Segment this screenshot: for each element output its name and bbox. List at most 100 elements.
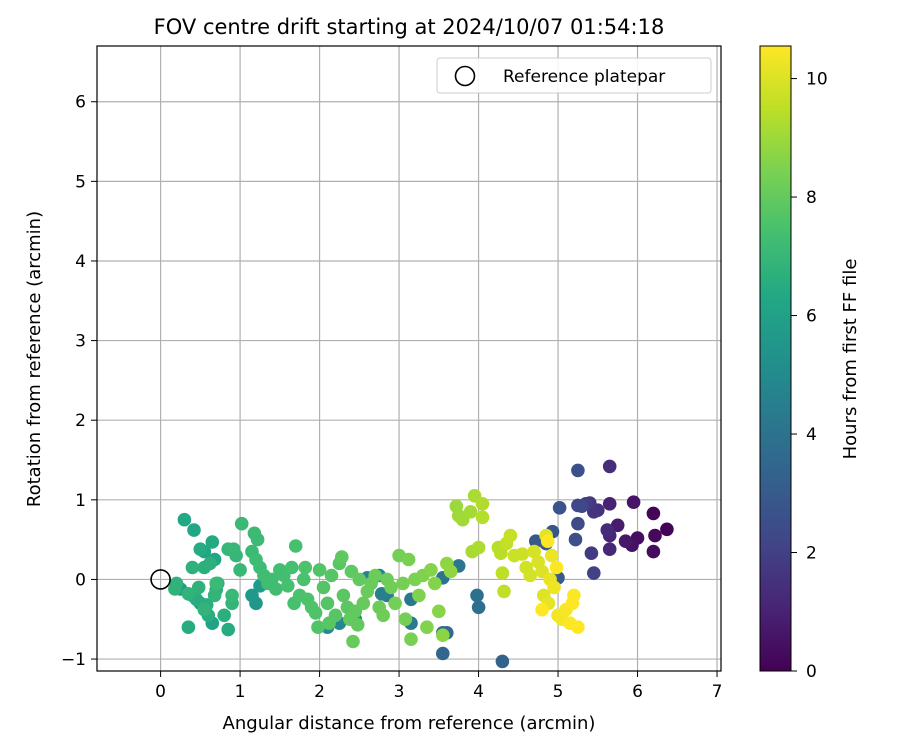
- data-point: [475, 497, 490, 511]
- colorbar-tick-label: 10: [806, 70, 828, 90]
- data-point: [527, 544, 541, 559]
- data-point: [250, 532, 265, 547]
- data-point: [203, 556, 217, 571]
- data-point: [571, 516, 585, 531]
- data-point: [396, 576, 410, 591]
- data-point: [547, 580, 561, 595]
- x-tick-label: 2: [314, 682, 325, 702]
- data-point: [308, 606, 323, 620]
- x-tick-label: 4: [473, 682, 484, 702]
- data-point: [207, 588, 222, 603]
- data-point: [368, 568, 383, 583]
- y-tick-label: 5: [75, 172, 86, 192]
- colorbar-label: Hours from first FF file: [840, 259, 861, 460]
- data-point: [384, 580, 398, 595]
- data-point: [571, 498, 585, 513]
- data-point: [356, 596, 371, 611]
- data-point: [436, 628, 450, 642]
- axis-ticks: 0 1 2 3 4 5 6 7 −1 0 1 2 3 4 5 6: [61, 93, 723, 702]
- y-tick-label: 6: [75, 93, 86, 113]
- data-point: [336, 588, 351, 603]
- legend-box: [436, 57, 712, 94]
- data-point: [646, 506, 661, 521]
- reference-marker: [150, 569, 171, 590]
- data-point: [648, 528, 662, 543]
- data-point: [187, 523, 201, 537]
- data-point: [324, 568, 339, 583]
- y-axis-label: Rotation from reference (arcmin): [24, 211, 45, 507]
- y-tick-label: 3: [75, 332, 86, 352]
- chart-title: FOV centre drift starting at 2024/10/07 …: [154, 15, 665, 39]
- data-point: [602, 497, 617, 511]
- data-point: [470, 588, 484, 603]
- data-point: [540, 534, 555, 548]
- data-point: [587, 566, 601, 580]
- colorbar-tick-label: 0: [806, 662, 817, 682]
- data-point: [225, 588, 239, 603]
- data-point: [181, 620, 196, 634]
- data-point: [233, 563, 247, 577]
- data-point: [535, 602, 549, 617]
- x-tick-label: 3: [394, 682, 405, 702]
- data-point: [209, 576, 223, 591]
- data-point: [515, 547, 530, 561]
- data-point: [296, 572, 311, 587]
- data-point: [420, 620, 434, 634]
- data-point: [584, 546, 599, 560]
- y-tick-label: 4: [75, 252, 86, 272]
- data-point: [401, 552, 416, 567]
- data-point: [177, 512, 192, 527]
- data-point: [335, 550, 349, 564]
- data-point: [298, 560, 313, 575]
- grid: [97, 46, 721, 671]
- legend-marker: [454, 65, 476, 87]
- data-point: [320, 596, 335, 611]
- x-tick-label: 5: [553, 682, 564, 702]
- data-point: [565, 596, 580, 611]
- data-point: [432, 604, 446, 619]
- data-point: [217, 608, 231, 623]
- x-tick-label: 7: [712, 682, 723, 702]
- data-point: [346, 634, 360, 649]
- data-point: [234, 516, 249, 531]
- y-tick-label: 2: [75, 411, 86, 431]
- data-point: [197, 602, 212, 617]
- data-point: [205, 535, 220, 549]
- data-point: [436, 646, 450, 661]
- x-axis-label: Angular distance from reference (arcmin): [223, 713, 596, 734]
- data-point: [646, 544, 661, 559]
- data-point: [312, 563, 327, 577]
- colorbar: 0 2 4 6 8 10 Hours from first FF file: [759, 45, 861, 682]
- data-point: [424, 563, 438, 577]
- colorbar-tick-label: 8: [806, 188, 817, 208]
- data-point: [350, 618, 365, 632]
- data-point: [352, 572, 367, 587]
- y-tick-label: 0: [75, 570, 86, 590]
- data-point: [497, 584, 511, 599]
- data-point: [388, 596, 402, 611]
- data-point: [269, 582, 283, 596]
- y-tick-label: −1: [61, 650, 86, 670]
- data-point: [600, 523, 615, 537]
- data-point: [226, 542, 241, 556]
- data-point: [618, 534, 633, 548]
- data-point: [428, 576, 442, 591]
- data-point: [322, 616, 336, 630]
- data-point: [191, 580, 206, 595]
- data-point: [626, 495, 641, 510]
- data-point: [471, 540, 486, 555]
- data-point: [529, 534, 543, 548]
- data-point: [610, 518, 625, 533]
- data-points: [168, 459, 674, 669]
- data-point: [471, 600, 486, 615]
- data-point: [181, 587, 196, 601]
- data-point: [523, 568, 537, 583]
- colorbar-gradient: [759, 45, 792, 672]
- data-point: [660, 522, 674, 537]
- data-point: [495, 566, 510, 580]
- data-point: [571, 463, 585, 478]
- data-point: [281, 579, 295, 593]
- data-point: [568, 532, 583, 547]
- y-tick-label: 1: [75, 491, 86, 511]
